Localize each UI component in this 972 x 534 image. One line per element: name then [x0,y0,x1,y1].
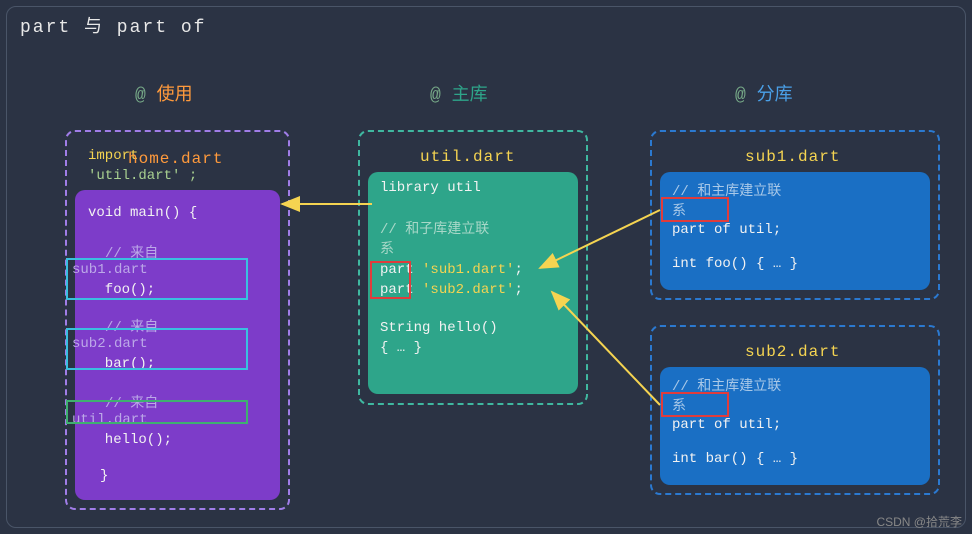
home-import-arg: 'util.dart' ; [88,168,197,184]
util-filename: util.dart [420,148,515,166]
util-fn-body: { … } [380,340,422,356]
section-use-label: @ 使用 [135,80,193,106]
sub2-hl [661,392,729,417]
util-comment2: 系 [380,238,394,258]
home-end-brace: } [100,468,108,484]
home-hl-sub2 [66,328,248,370]
section-main-label: @ 主库 [430,80,488,106]
util-fn: String hello() [380,320,498,336]
home-hl-sub1 [66,258,248,300]
at-icon: @ [430,86,441,106]
util-comment: // 和子库建立联 [380,218,489,238]
home-filename: home.dart [128,150,223,168]
sub1-partof: part of util; [672,222,781,238]
sub1-filename: sub1.dart [745,148,840,166]
sub2-partof: part of util; [672,417,781,433]
diagram-title: part 与 part of [20,12,206,38]
home-hello-call: hello(); [88,432,172,448]
at-icon: @ [735,86,746,106]
sub1-hl [661,197,729,222]
home-main-decl: void main() { [88,205,197,221]
section-sub-label: @ 分库 [735,80,793,106]
util-library: library util [380,180,481,196]
home-hl-util [66,400,248,424]
at-icon: @ [135,86,146,106]
watermark: CSDN @拾荒李 [876,513,962,530]
sub1-fn: int foo() { … } [672,256,798,272]
sub2-fn: int bar() { … } [672,451,798,467]
sub2-filename: sub2.dart [745,343,840,361]
util-hl-part [370,261,411,299]
